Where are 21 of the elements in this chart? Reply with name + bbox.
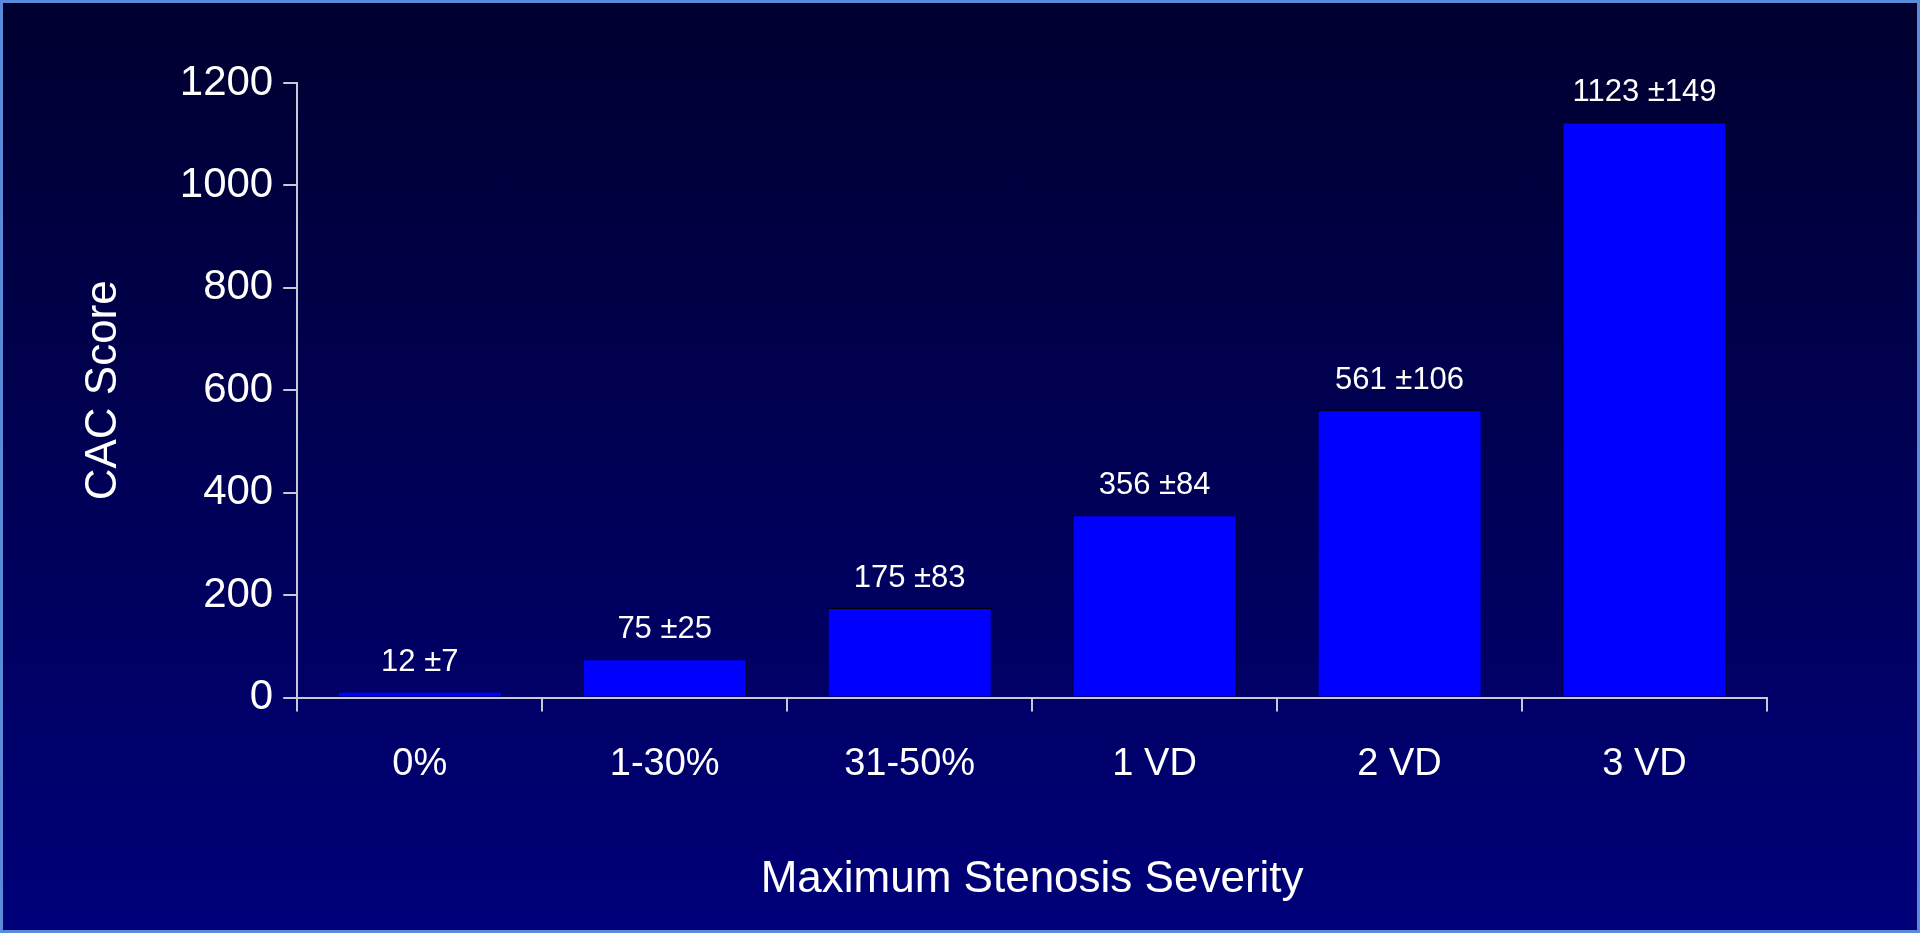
data-label: 561 ±106: [1335, 361, 1465, 397]
data-label: 1123 ±149: [1572, 73, 1717, 109]
x-tick-label: 0%: [392, 740, 448, 783]
x-tick-label: 2 VD: [1357, 740, 1442, 783]
data-label: 12 ±7: [381, 642, 459, 678]
y-tick-label: 200: [203, 568, 274, 616]
x-tick-label: 1-30%: [609, 740, 720, 783]
y-tick-label: 800: [203, 261, 274, 309]
y-tick-label: 400: [203, 466, 274, 514]
data-label: 175 ±83: [853, 559, 966, 595]
data-label: 75 ±25: [617, 610, 712, 646]
y-tick-label: 600: [203, 363, 274, 411]
x-tick-label: 31-50%: [844, 740, 976, 783]
x-tick-label: 3 VD: [1602, 740, 1687, 783]
y-tick-label: 0: [249, 671, 274, 719]
y-tick-label: 1000: [179, 159, 274, 207]
y-tick-label: 1200: [179, 56, 274, 104]
data-label: 356 ±84: [1098, 466, 1211, 502]
y-axis-title: CAC Score: [75, 280, 125, 501]
x-axis-title: Maximum Stenosis Severity: [760, 851, 1304, 901]
x-tick-label: 1 VD: [1112, 740, 1197, 783]
